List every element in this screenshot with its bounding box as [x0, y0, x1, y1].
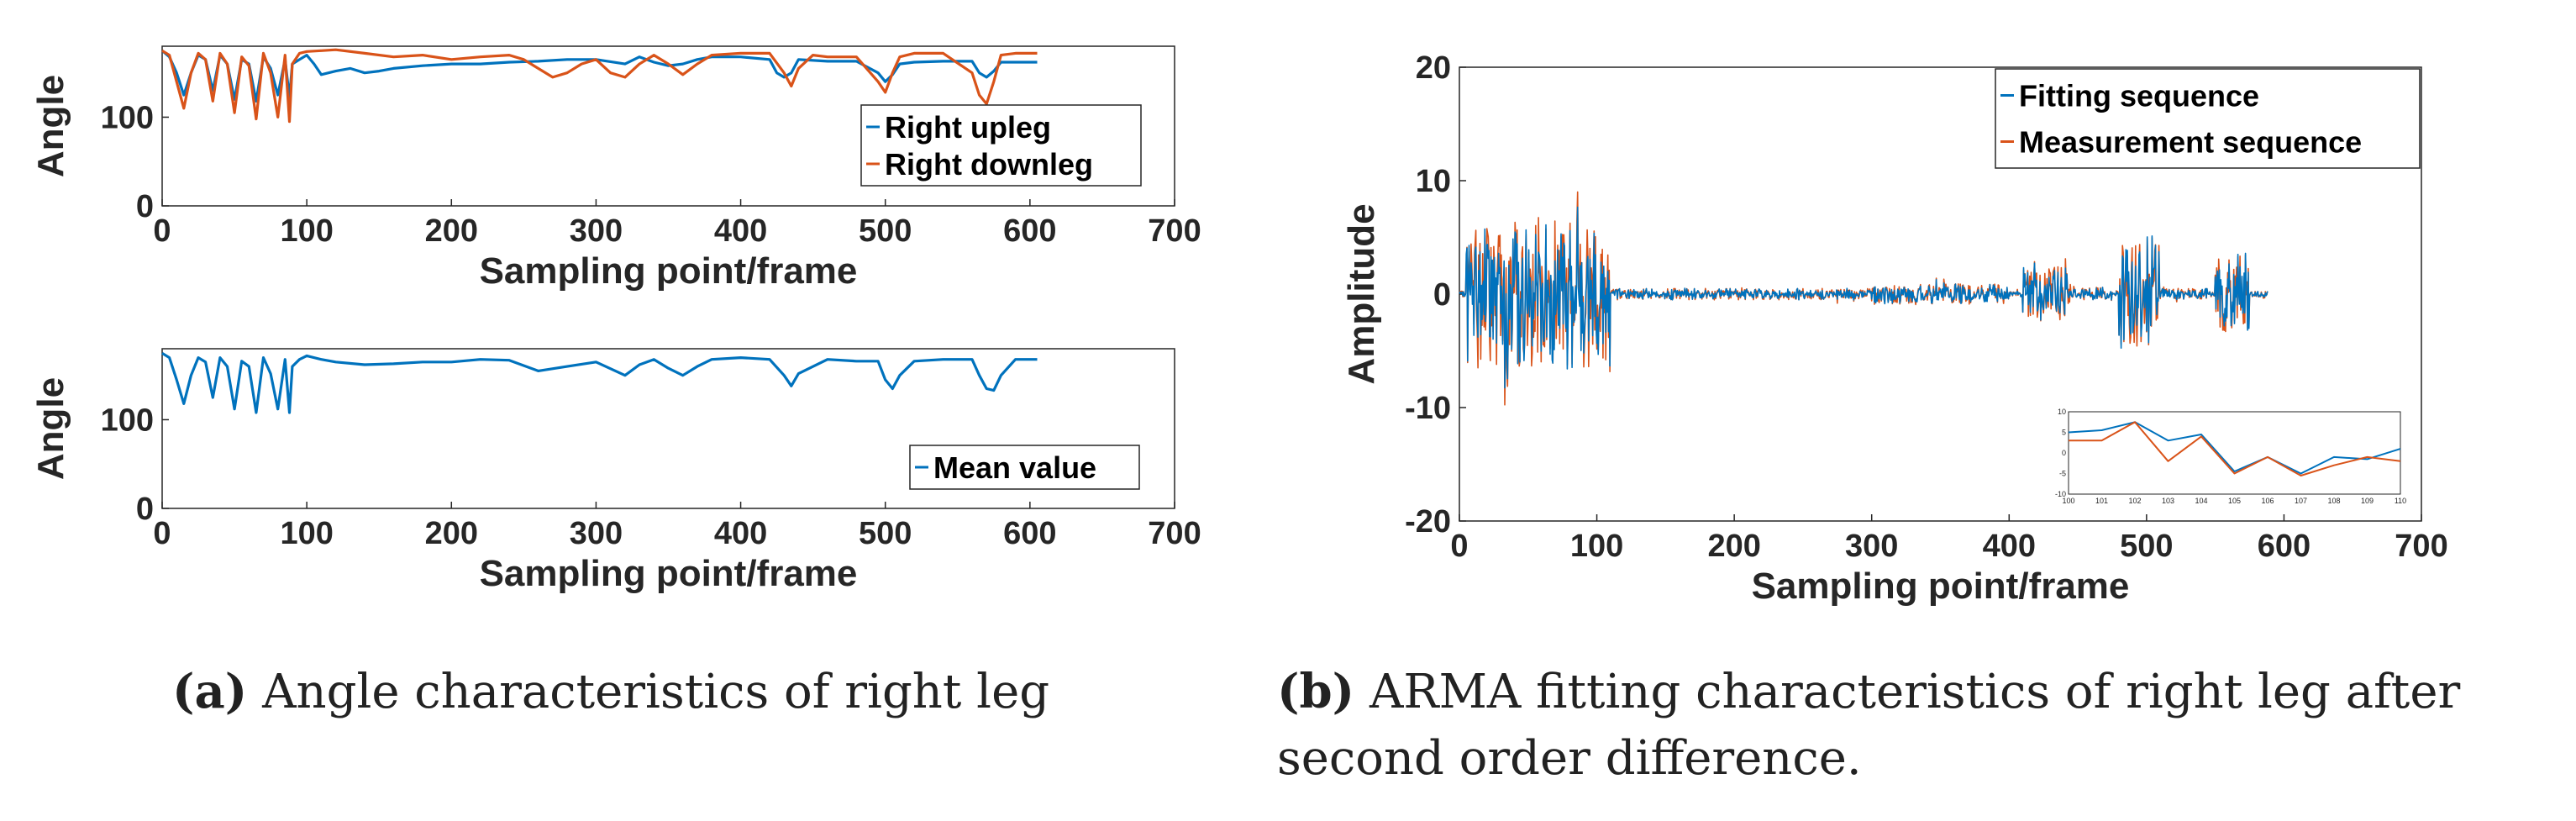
y-tick-label: 0: [1433, 277, 1451, 313]
caption-b: (b) ARMA fitting characteristics of righ…: [1277, 664, 2460, 719]
series-line-right-downleg: [161, 48, 1038, 124]
x-tick-label: 200: [1707, 529, 1760, 564]
series-line-fitting-sequence: [1459, 206, 2268, 389]
y-tick-label: -10: [1405, 391, 1451, 426]
x-axis-label: Sampling point/frame: [480, 250, 858, 292]
x-tick-label: 700: [1148, 516, 1201, 551]
panel-a-bottom-chart: 0 100 200 300 400 500 600 700 0 100 Sampling point…: [30, 348, 1201, 594]
inset-x-tick-label: 103: [2162, 497, 2174, 505]
legend: [909, 445, 1140, 490]
inset-x-tick-label: 102: [2128, 497, 2141, 505]
legend-label: Right downleg: [885, 147, 1093, 182]
caption-a-tag: (a): [172, 664, 248, 719]
caption-b-tag: (b): [1277, 664, 1355, 719]
y-tick-label: 20: [1416, 50, 1451, 86]
x-tick-label: 500: [859, 516, 912, 551]
inset-y-tick-label: -5: [2059, 470, 2066, 478]
y-axis-label: Angle: [30, 75, 71, 177]
inset-frame: [2068, 411, 2401, 495]
y-tick-label: -20: [1405, 504, 1451, 539]
x-tick-label: 300: [1845, 529, 1898, 564]
legend: [860, 104, 1142, 187]
x-tick-label: 400: [714, 516, 767, 551]
y-tick-label: 100: [101, 403, 154, 438]
y-tick-label: 0: [136, 189, 154, 224]
y-axis-label: Angle: [30, 377, 71, 480]
x-tick-label: 400: [714, 213, 767, 249]
y-tick-label: 10: [1416, 164, 1451, 199]
legend: [1995, 68, 2421, 169]
x-tick-label: 200: [425, 213, 478, 249]
inset-y-tick-label: 0: [2062, 449, 2066, 457]
y-tick-label: 100: [101, 100, 154, 135]
inset-y-tick-label: 5: [2062, 429, 2066, 437]
y-tick-label: 0: [136, 492, 154, 527]
y-axis-label: Amplitude: [1341, 203, 1382, 384]
x-tick-label: 300: [570, 213, 623, 249]
x-tick-label: 0: [153, 213, 171, 249]
caption-a-text: Angle characteristics of right leg: [262, 665, 1050, 719]
inset-fitting-line: [2068, 421, 2401, 475]
caption-b-text-line2: second order difference.: [1277, 731, 1862, 786]
inset-x-tick-label: 101: [2095, 497, 2108, 505]
caption-b-text: ARMA fitting characteristics of right le…: [1369, 665, 2461, 719]
x-tick-label: 600: [1003, 213, 1056, 249]
x-tick-label: 100: [280, 516, 333, 551]
panel-b-chart: 0 100 200 300 400 500 600 700-20-1001020Samplin…: [1341, 50, 2448, 607]
x-tick-label: 0: [1450, 529, 1468, 564]
inset-x-tick-label: 108: [2327, 497, 2340, 505]
caption-b-line2: second order difference.: [1277, 731, 1862, 786]
inset-x-tick-label: 110: [2395, 497, 2406, 505]
x-tick-label: 200: [425, 516, 478, 551]
x-axis-label: Sampling point/frame: [1752, 566, 2130, 607]
x-tick-label: 500: [2120, 529, 2173, 564]
x-tick-label: 100: [1570, 529, 1623, 564]
inset-x-tick-label: 100: [2062, 497, 2074, 505]
legend-label: Right upleg: [885, 110, 1051, 145]
x-tick-label: 600: [1003, 516, 1056, 551]
x-tick-label: 400: [1983, 529, 2036, 564]
x-tick-label: 100: [280, 213, 333, 249]
x-tick-label: 300: [570, 516, 623, 551]
legend-label: Mean value: [933, 450, 1096, 485]
series-line-mean-value: [161, 351, 1038, 414]
inset-y-tick-label: 10: [2058, 408, 2066, 416]
legend-label: Fitting sequence: [2019, 79, 2259, 113]
x-axis-label: Sampling point/frame: [480, 553, 858, 594]
inset-x-tick-label: 109: [2361, 497, 2374, 505]
inset-x-tick-label: 106: [2261, 497, 2274, 505]
inset-measurement-line: [2069, 421, 2401, 476]
x-tick-label: 600: [2258, 529, 2311, 564]
inset-x-tick-label: 104: [2195, 497, 2207, 505]
panel-a-top-chart: 0 100 200 300 400 500 600 700 0 100 Sampling point…: [30, 45, 1201, 292]
inset-y-tick-label: -10: [2055, 490, 2066, 498]
inset-x-tick-label: 105: [2228, 497, 2241, 505]
x-tick-label: 500: [859, 213, 912, 249]
inset-x-tick-label: 107: [2295, 497, 2307, 505]
x-tick-label: 0: [153, 516, 171, 551]
x-tick-label: 700: [2395, 529, 2447, 564]
legend-label: Measurement sequence: [2019, 125, 2362, 160]
caption-a: (a) Angle characteristics of right leg: [172, 664, 1049, 719]
x-tick-label: 700: [1148, 213, 1201, 249]
